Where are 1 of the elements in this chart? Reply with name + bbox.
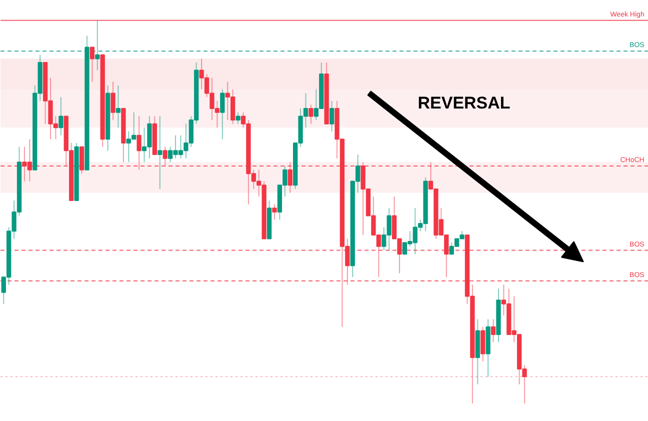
- annotation: REVERSAL: [418, 93, 510, 112]
